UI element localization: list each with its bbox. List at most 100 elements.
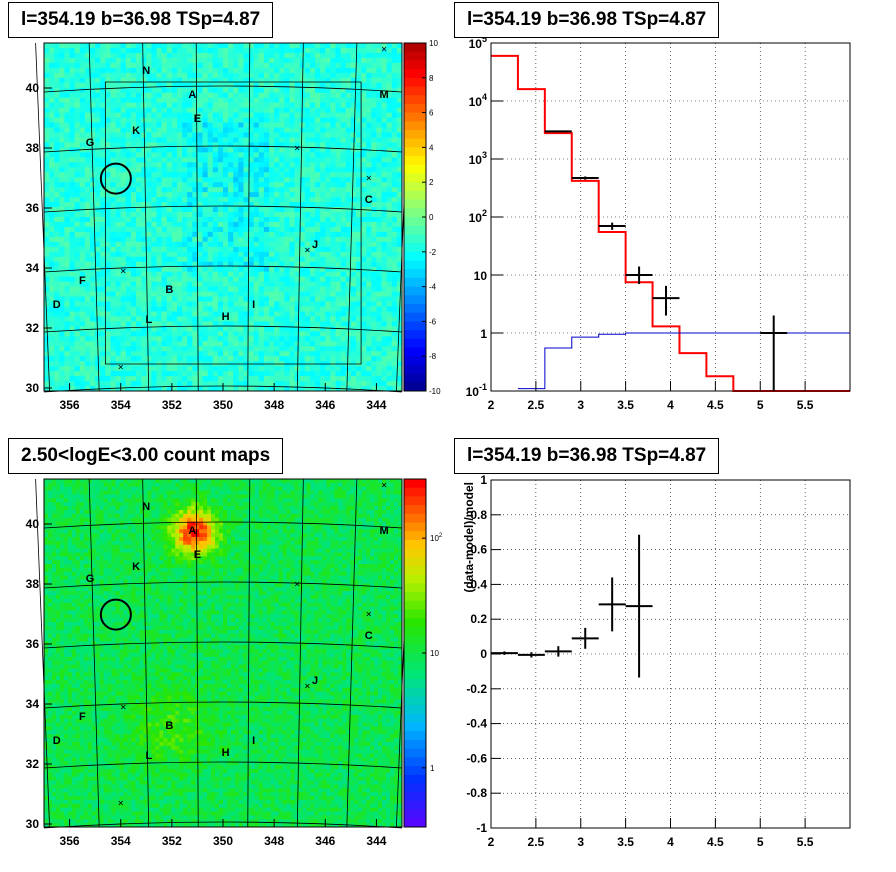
- y-tick-label: 0.2: [470, 612, 487, 626]
- bottom-right-title: l=354.19 b=36.98 TSp=4.87: [454, 438, 720, 474]
- source-label: M: [380, 525, 389, 537]
- selected-source-circle: [99, 598, 132, 631]
- source-cross: [366, 611, 372, 617]
- source-label: B: [165, 720, 173, 732]
- colorbar-tick-label: -10: [429, 387, 441, 396]
- y-tick-label: 10-1: [466, 382, 487, 399]
- source-label: G: [86, 573, 95, 585]
- y-tick-label: 38: [26, 141, 40, 155]
- y-tick-label: 102: [469, 208, 487, 225]
- x-tick-label: 5: [757, 398, 764, 412]
- source-label: H: [222, 747, 230, 759]
- x-tick-label: 352: [162, 834, 182, 848]
- spectrum-panel: 2 2.5 3 3.5 4 4.5 5 5.5 10-1 1 10 102 103 104 105: [466, 34, 851, 412]
- source-label: K: [132, 561, 140, 573]
- graticule-meridian: [88, 478, 100, 828]
- y-tick-label: 103: [469, 150, 487, 167]
- y-tick-label: 34: [26, 261, 40, 275]
- countmap-panel: N A M E K G C J F B D I H L 356 354 352 350 348 346 344 30 32 3…: [26, 478, 443, 848]
- source-label: C: [365, 194, 373, 206]
- source-cross: [381, 46, 387, 52]
- x-tick-label: 4: [667, 398, 674, 412]
- graticule-parallel: [43, 205, 403, 213]
- x-tick-label: 350: [213, 398, 233, 412]
- source-label: E: [194, 549, 201, 561]
- x-tick-label: 3: [577, 398, 584, 412]
- x-tick-label: 5.5: [797, 835, 814, 849]
- graticule-meridian: [247, 478, 251, 828]
- graticule-meridian: [296, 42, 304, 392]
- source-label: L: [145, 750, 152, 762]
- graticule-meridian: [35, 42, 50, 392]
- x-tick-label: 2.5: [528, 398, 545, 412]
- x-tick-label: 354: [111, 398, 131, 412]
- y-tick-label: 32: [26, 757, 40, 771]
- x-tick-label: 5: [757, 835, 764, 849]
- source-label: F: [79, 275, 86, 287]
- y-tick-label: -0.2: [466, 682, 487, 696]
- y-tick-label: -0.4: [466, 717, 487, 731]
- source-label: M: [380, 89, 389, 101]
- graticule-meridian: [247, 42, 251, 392]
- source-label: H: [222, 311, 230, 323]
- source-label: A: [188, 525, 196, 537]
- x-tick-label: 4.5: [707, 398, 724, 412]
- y-tick-label: 34: [26, 697, 40, 711]
- x-tick-label: 3: [577, 835, 584, 849]
- y-tick-label: 105: [469, 34, 487, 51]
- graticule-parallel: [43, 145, 403, 153]
- source-label: N: [142, 65, 150, 77]
- y-tick-label: 0.8: [470, 508, 487, 522]
- bottom-left-title: 2.50<logE<3.00 count maps: [8, 438, 284, 474]
- y-tick-label: 40: [26, 517, 40, 531]
- colorbar-tick-label: -2: [429, 248, 437, 257]
- x-tick-label: 344: [366, 398, 386, 412]
- source-cross: [305, 683, 310, 689]
- y-tick-label: 0: [480, 647, 487, 661]
- graticule-parallel: [43, 701, 403, 709]
- x-tick-label: 2: [488, 835, 495, 849]
- graticule-meridian: [346, 42, 358, 392]
- graticule-meridian: [195, 478, 199, 828]
- colorbar-tick-label: 8: [429, 74, 434, 83]
- colorbar-tick-label: -6: [429, 317, 437, 326]
- x-tick-label: 5.5: [797, 398, 814, 412]
- graticule-meridian: [142, 42, 150, 392]
- source-label: G: [86, 137, 95, 149]
- source-label: I: [252, 299, 255, 311]
- x-tick-label: 346: [315, 398, 335, 412]
- source-cross: [305, 247, 310, 253]
- x-tick-label: 3.5: [617, 398, 634, 412]
- x-tick-label: 350: [213, 834, 233, 848]
- x-tick-label: 4.5: [707, 835, 724, 849]
- source-label: I: [252, 735, 255, 747]
- graticule-parallel: [43, 521, 403, 529]
- countmap-graticule: [35, 478, 411, 829]
- residual-ylabel: (data-model)/model: [462, 482, 476, 593]
- source-cross: [118, 800, 123, 806]
- source-cross: [366, 175, 372, 181]
- graticule-meridian: [195, 42, 199, 392]
- tsmap-graticule: [35, 42, 411, 393]
- y-tick-label: 38: [26, 577, 40, 591]
- source-label: J: [312, 675, 318, 687]
- x-tick-label: 2: [488, 398, 495, 412]
- colorbar-tick-label: -4: [429, 283, 437, 292]
- graticule-meridian: [296, 478, 304, 828]
- y-tick-label: -0.6: [466, 751, 487, 765]
- graticule-meridian: [346, 478, 358, 828]
- source-cross: [120, 268, 126, 274]
- source-label: N: [142, 501, 150, 513]
- source-cross: [118, 364, 123, 370]
- x-tick-label: 356: [60, 398, 80, 412]
- x-tick-label: 352: [162, 398, 182, 412]
- source-label: D: [53, 735, 61, 747]
- y-tick-label: 36: [26, 637, 40, 651]
- colorbar-tick-label: 0: [429, 213, 434, 222]
- colorbar-tick-label: 6: [429, 109, 434, 118]
- residual-panel: 2 2.5 3 3.5 4 4.5 5 5.5 -1 -0.8 -0.6 -0.4 -0.2 0 0.2 0.…: [462, 473, 851, 849]
- graticule-meridian: [142, 478, 150, 828]
- source-label: B: [165, 284, 173, 296]
- source-cross: [294, 145, 300, 151]
